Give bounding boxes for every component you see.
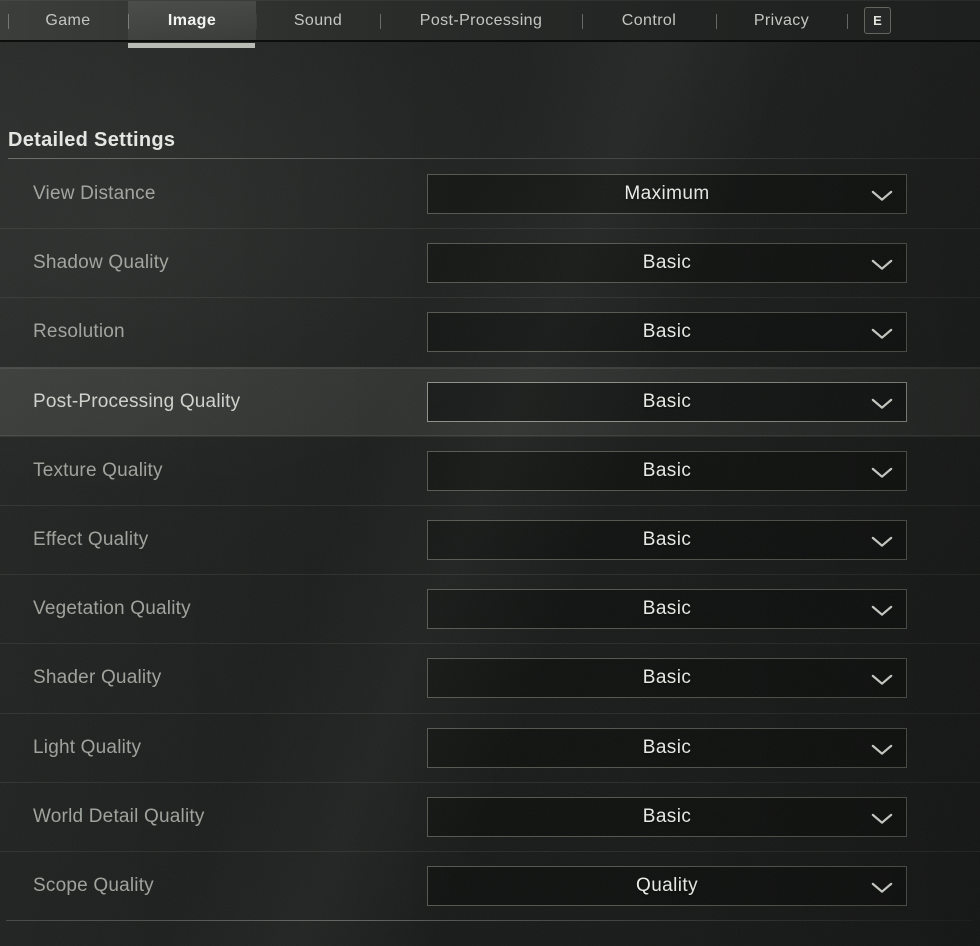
dropdown-value: Basic: [642, 529, 692, 551]
key-hint-e: E: [864, 7, 891, 34]
setting-label: Shadow Quality: [33, 252, 169, 274]
setting-label: Resolution: [33, 321, 125, 343]
chevron-down-icon: [871, 604, 893, 616]
keyhint-wrap: E: [847, 1, 891, 40]
chevron-down-icon: [871, 465, 893, 478]
settings-row-shadow-quality[interactable]: Shadow Quality Basic: [0, 228, 980, 297]
settings-row-post-processing-quality[interactable]: Post-Processing Quality Basic: [0, 366, 980, 436]
setting-label: Scope Quality: [33, 874, 154, 896]
dropdown-value: Basic: [642, 321, 692, 343]
settings-list: View Distance Maximum Shadow Quality Bas…: [0, 159, 980, 920]
setting-label: Effect Quality: [33, 529, 149, 551]
tab-list: Game Image Sound Post-Processing Control…: [0, 1, 847, 48]
chevron-down-icon: [871, 188, 893, 201]
chevron-down-icon: [871, 811, 893, 824]
dropdown-value: Basic: [642, 598, 692, 620]
chevron-down-icon: [871, 673, 893, 686]
tab-label: Control: [621, 11, 677, 29]
dropdown-resolution[interactable]: Basic: [427, 312, 907, 353]
tab-privacy[interactable]: Privacy: [716, 1, 847, 40]
settings-row-vegetation-quality[interactable]: Vegetation Quality Basic: [0, 574, 980, 643]
tab-label: Game: [45, 11, 91, 29]
dropdown-value: Basic: [642, 805, 692, 827]
chevron-down-icon: [871, 535, 893, 547]
setting-label: Vegetation Quality: [33, 598, 191, 620]
settings-row-shader-quality[interactable]: Shader Quality Basic: [0, 643, 980, 712]
tab-image[interactable]: Image: [128, 1, 256, 48]
dropdown-world-detail-quality[interactable]: Basic: [427, 796, 907, 837]
bottom-divider: [6, 920, 972, 921]
dropdown-value: Basic: [642, 667, 692, 689]
dropdown-value: Basic: [642, 252, 692, 274]
chevron-down-icon: [871, 258, 893, 271]
tab-label: Image: [167, 11, 217, 29]
tab-label: Sound: [293, 11, 343, 29]
setting-label: Texture Quality: [33, 459, 163, 481]
dropdown-scope-quality[interactable]: Quality: [427, 865, 907, 906]
setting-label: View Distance: [33, 182, 156, 204]
dropdown-shader-quality[interactable]: Basic: [427, 658, 907, 699]
tab-label: Post-Processing: [419, 11, 543, 29]
chevron-down-icon: [871, 396, 893, 409]
dropdown-value: Maximum: [624, 182, 710, 204]
settings-row-resolution[interactable]: Resolution Basic: [0, 297, 980, 366]
chevron-down-icon: [871, 327, 893, 340]
dropdown-texture-quality[interactable]: Basic: [427, 450, 907, 491]
settings-row-effect-quality[interactable]: Effect Quality Basic: [0, 504, 980, 574]
chevron-down-icon: [871, 880, 893, 893]
chevron-down-icon: [871, 742, 893, 755]
settings-row-world-detail-quality[interactable]: World Detail Quality Basic: [0, 781, 980, 851]
settings-row-texture-quality[interactable]: Texture Quality Basic: [0, 435, 980, 505]
tab-control[interactable]: Control: [582, 1, 716, 40]
page-title: Detailed Settings: [8, 129, 176, 151]
tab-sound[interactable]: Sound: [256, 1, 380, 40]
tab-post-processing[interactable]: Post-Processing: [380, 1, 582, 40]
setting-label: Light Quality: [33, 736, 142, 758]
setting-label: Post-Processing Quality: [33, 390, 241, 412]
settings-row-scope-quality[interactable]: Scope Quality Quality: [0, 850, 980, 920]
dropdown-post-processing-quality[interactable]: Basic: [427, 381, 907, 422]
dropdown-vegetation-quality[interactable]: Basic: [427, 589, 907, 630]
dropdown-value: Basic: [642, 736, 692, 758]
dropdown-value: Basic: [642, 390, 692, 412]
dropdown-light-quality[interactable]: Basic: [427, 727, 907, 768]
dropdown-shadow-quality[interactable]: Basic: [427, 243, 907, 284]
settings-row-view-distance[interactable]: View Distance Maximum: [0, 159, 980, 228]
dropdown-value: Quality: [636, 874, 698, 896]
setting-label: World Detail Quality: [33, 805, 205, 827]
settings-tab-bar: Game Image Sound Post-Processing Control…: [0, 0, 980, 48]
setting-label: Shader Quality: [33, 667, 162, 689]
tab-game[interactable]: Game: [8, 1, 128, 40]
settings-row-light-quality[interactable]: Light Quality Basic: [0, 712, 980, 782]
dropdown-effect-quality[interactable]: Basic: [427, 520, 907, 561]
dropdown-value: Basic: [642, 459, 692, 481]
tab-label: Privacy: [753, 11, 810, 29]
dropdown-view-distance[interactable]: Maximum: [427, 173, 907, 214]
